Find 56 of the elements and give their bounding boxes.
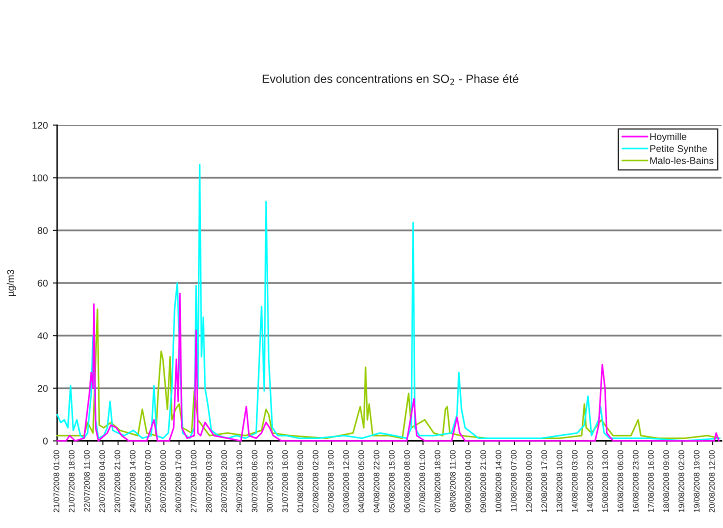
x-tick-label: 08/08/2008 11:00	[450, 450, 456, 512]
x-tick-label: 09/08/2008 21:00	[480, 450, 486, 512]
x-tick-label: 19/08/2008 02:00	[678, 450, 684, 512]
x-tick-label: 23/07/2008 04:00	[99, 450, 106, 512]
x-tick-label: 18/08/2008 09:00	[663, 450, 670, 512]
x-tick-label: 01/08/2008 09:00	[297, 450, 304, 512]
chart-title: Evolution des concentrations en SO$_{2}$ - Phase été	[262, 74, 518, 85]
x-tick-label: 31/07/2008 16:00	[282, 450, 288, 512]
legend-label: Petite Synthe	[650, 144, 707, 154]
x-tick-label: 09/08/2008 04:00	[464, 450, 471, 512]
y-tick-label: 100	[32, 174, 48, 182]
x-tick-label: 19/08/2008 19:00	[694, 450, 700, 512]
x-tick-label: 23/07/2008 21:00	[114, 450, 120, 512]
x-tick-label: 17/08/2008 16:00	[648, 450, 654, 512]
x-tick-label: 11/08/2008 07:00	[510, 450, 517, 512]
x-tick-label: 03/08/2008 12:00	[342, 450, 349, 512]
x-tick-label: 04/08/2008 05:00	[358, 450, 364, 512]
x-tick-label: 25/07/2008 07:00	[144, 450, 151, 512]
x-tick-label: 28/07/2008 20:00	[221, 450, 227, 512]
x-tick-label: 14/08/2008 20:00	[586, 450, 593, 512]
x-tick-label: 04/08/2008 22:00	[373, 450, 380, 512]
x-tick-label: 20/08/2008 12:00	[708, 450, 715, 512]
x-tick-label: 06/08/2008 08:00	[404, 450, 410, 512]
x-tick-label: 26/07/2008 17:00	[175, 450, 182, 512]
y-tick-label: 40	[38, 332, 48, 340]
x-tick-label: 30/07/2008 06:00	[252, 450, 258, 512]
x-tick-label: 07/08/2008 18:00	[434, 450, 440, 512]
y-tick-label: 80	[38, 227, 48, 234]
x-tick-label: 02/08/2008 02:00	[312, 450, 318, 512]
x-tick-label: 15/08/2008 13:00	[602, 450, 608, 512]
x-tick-label: 29/07/2008 13:00	[236, 450, 242, 512]
y-tick-label: 0	[43, 438, 48, 444]
x-tick-label: 16/08/2008 23:00	[632, 450, 639, 512]
y-tick-label: 20	[38, 384, 48, 392]
x-tick-label: 27/07/2008 10:00	[190, 450, 196, 512]
x-tick-label: 14/08/2008 03:00	[572, 450, 578, 512]
x-tick-label: 13/08/2008 10:00	[556, 450, 562, 512]
x-tick-label: 21/07/2008 18:00	[68, 450, 75, 512]
x-tick-label: 16/08/2008 06:00	[617, 450, 624, 512]
x-tick-label: 21/07/2008 01:00	[53, 450, 60, 512]
x-tick-label: 28/07/2008 03:00	[206, 450, 212, 512]
x-tick-label: 30/07/2008 23:00	[266, 450, 273, 512]
x-tick-label: 12/08/2008 00:00	[526, 450, 532, 512]
x-tick-label: 12/08/2008 17:00	[541, 450, 548, 512]
legend-label: Malo-les-Bains	[650, 156, 714, 164]
legend-label: Hoymille	[650, 132, 686, 142]
x-tick-label: 07/08/2008 01:00	[419, 450, 426, 512]
x-tick-label: 26/07/2008 00:00	[160, 450, 166, 512]
y-axis-title: µg/m3	[6, 270, 16, 296]
x-tick-label: 10/08/2008 14:00	[495, 450, 502, 512]
x-tick-label: 24/07/2008 14:00	[130, 450, 136, 512]
x-tick-label: 02/08/2008 19:00	[328, 450, 334, 512]
y-tick-label: 120	[32, 122, 48, 129]
y-tick-label: 60	[38, 280, 48, 287]
x-tick-label: 05/08/2008 15:00	[388, 450, 395, 512]
x-tick-label: 22/07/2008 11:00	[84, 450, 90, 512]
